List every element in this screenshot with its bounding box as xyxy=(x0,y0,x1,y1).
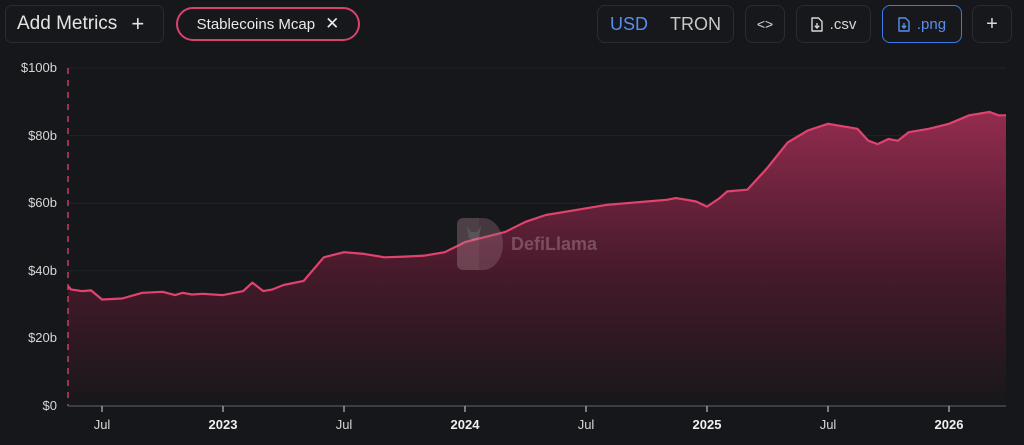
plus-icon: + xyxy=(986,12,998,35)
png-label: .png xyxy=(916,15,947,33)
watermark-text: DefiLlama xyxy=(511,233,598,254)
add-chart-button[interactable]: + xyxy=(972,5,1012,43)
code-icon: <> xyxy=(756,16,774,32)
y-tick-label: $0 xyxy=(42,398,57,413)
defillama-watermark: DefiLlama xyxy=(457,218,597,270)
metric-chip-stablecoins-mcap[interactable]: Stablecoins Mcap ✕ xyxy=(176,7,360,41)
plus-icon: + xyxy=(131,11,145,36)
stablecoins-mcap-chart[interactable] xyxy=(0,48,1024,445)
currency-toggle: USD TRON xyxy=(597,5,734,43)
x-tick-label: Jul xyxy=(335,417,353,432)
add-metrics-button[interactable]: Add Metrics + xyxy=(5,5,164,43)
y-tick-label: $100b xyxy=(20,60,57,75)
file-download-icon xyxy=(898,16,910,32)
metric-chip-label: Stablecoins Mcap xyxy=(196,15,316,33)
x-tick-label: 2024 xyxy=(450,417,480,432)
chart-toolbar: Add Metrics + Stablecoins Mcap ✕ USD TRO… xyxy=(0,0,1024,48)
file-download-icon xyxy=(810,16,823,32)
csv-label: .csv xyxy=(829,15,857,33)
download-png-button[interactable]: .png xyxy=(882,5,962,43)
y-tick-label: $60b xyxy=(28,195,57,211)
series-line xyxy=(67,110,1006,301)
add-metrics-label: Add Metrics xyxy=(17,13,118,34)
x-tick-label: Jul xyxy=(577,417,595,432)
currency-option-tron[interactable]: TRON xyxy=(670,13,721,34)
close-icon[interactable]: ✕ xyxy=(325,14,340,33)
x-tick-label: 2023 xyxy=(208,417,238,432)
x-tick-label: Jul xyxy=(93,417,111,432)
y-tick-label: $40b xyxy=(28,262,57,278)
llama-logo-icon xyxy=(457,218,503,270)
x-tick-label: Jul xyxy=(819,417,837,432)
download-csv-button[interactable]: .csv xyxy=(796,5,871,43)
x-tick-label: 2026 xyxy=(934,417,964,432)
currency-option-usd[interactable]: USD xyxy=(609,13,648,34)
y-tick-label: $80b xyxy=(28,127,57,143)
area-fill xyxy=(68,111,1006,407)
y-tick-label: $20b xyxy=(28,330,57,346)
embed-button[interactable]: <> xyxy=(745,5,785,43)
x-tick-label: 2025 xyxy=(692,417,722,432)
x-axis-ticks xyxy=(101,406,950,412)
